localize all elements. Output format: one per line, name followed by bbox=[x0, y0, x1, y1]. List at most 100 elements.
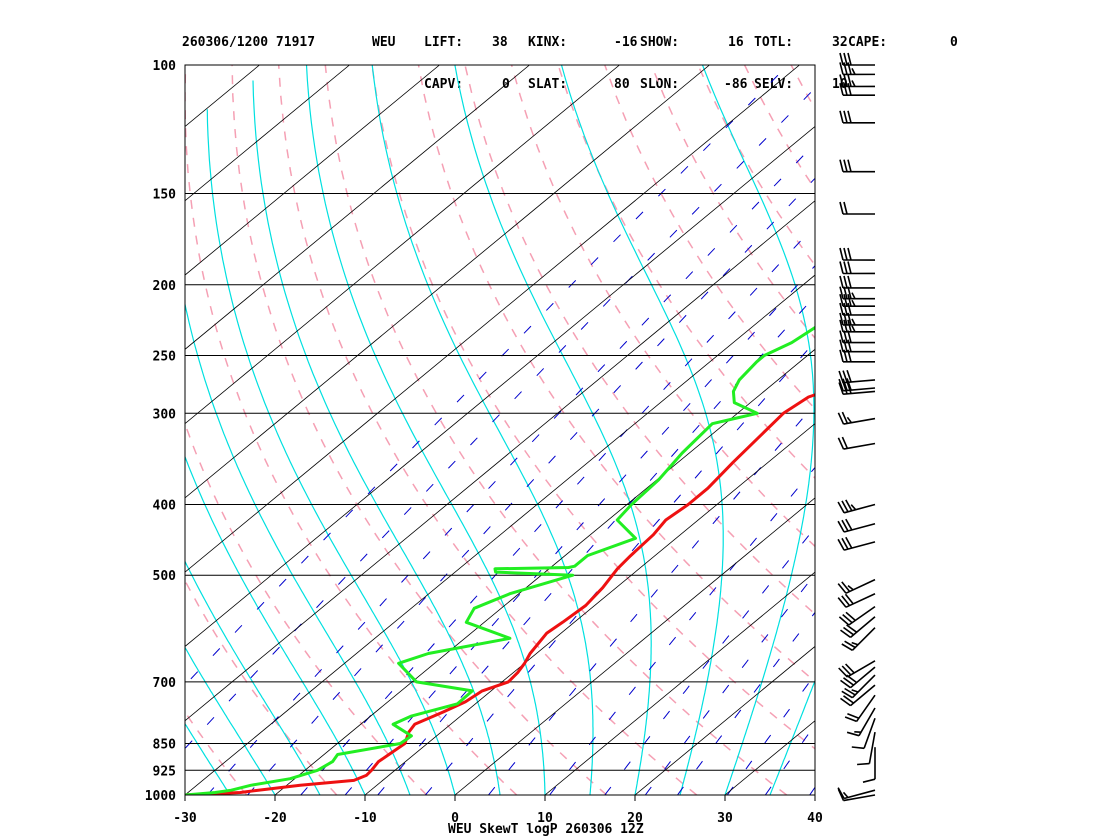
mixing-ratio-line bbox=[549, 466, 815, 795]
dry-adiabat-line bbox=[790, 65, 815, 110]
wind-barb bbox=[837, 536, 876, 551]
pressure-tick-label: 700 bbox=[153, 676, 177, 691]
wind-barb bbox=[839, 83, 876, 97]
slon-value: -86 bbox=[724, 77, 748, 92]
kinx-label: KINX: bbox=[528, 35, 568, 50]
mixing-ratio-line bbox=[726, 673, 815, 795]
wind-barb bbox=[837, 436, 876, 450]
temperature-tick-label: -30 bbox=[173, 811, 197, 826]
temperature-tick-label: -20 bbox=[263, 811, 287, 826]
dry-adiabat-line bbox=[0, 65, 67, 795]
dry-adiabat-line bbox=[510, 65, 815, 548]
isotherm-line bbox=[185, 200, 815, 722]
wind-barb bbox=[839, 349, 876, 363]
wind-barb bbox=[838, 660, 876, 678]
slat-label: SLAT: bbox=[528, 77, 568, 92]
wind-barb bbox=[841, 674, 876, 699]
mixing-ratio-line bbox=[425, 340, 815, 795]
wind-barb bbox=[837, 499, 876, 514]
pressure-axis-labels: 100 150 200 250 300 400 500 700 850 925 1000 bbox=[145, 59, 176, 804]
temperature-tick-label: 30 bbox=[717, 811, 733, 826]
pressure-tick-label: 850 bbox=[153, 737, 177, 752]
wind-barb bbox=[837, 787, 876, 800]
pressure-tick-label: 1000 bbox=[145, 789, 176, 804]
wind-barb bbox=[839, 52, 875, 66]
moist-adiabat-line bbox=[905, 65, 1120, 795]
mixing-ratio-line bbox=[677, 611, 815, 795]
mixing-ratio-line bbox=[247, 177, 815, 795]
wind-barb bbox=[837, 411, 876, 425]
sounding-header: 260306/1200 71917 WEU LIFT: 38 KINX: -16 SHOW:… bbox=[182, 8, 958, 106]
profile-lines bbox=[185, 325, 815, 795]
wind-barb bbox=[839, 201, 876, 215]
isotherm-line bbox=[634, 645, 815, 795]
wind-barb bbox=[839, 339, 876, 353]
dry-adiabat-line bbox=[185, 579, 338, 795]
totl-value: 32 bbox=[832, 35, 848, 50]
wind-barb bbox=[839, 74, 876, 88]
dry-adiabat-line bbox=[557, 65, 815, 480]
moist-adiabat-line bbox=[185, 455, 366, 795]
pressure-tick-label: 300 bbox=[153, 407, 177, 422]
station-code-text: WEU bbox=[372, 35, 396, 50]
isotherm-line bbox=[724, 720, 815, 795]
mixing-ratio-line bbox=[604, 526, 815, 795]
dry-adiabat-line bbox=[604, 65, 815, 410]
moist-adiabat-line bbox=[185, 646, 276, 795]
wind-barb bbox=[844, 694, 876, 723]
wind-barb bbox=[840, 666, 876, 689]
moist-adiabat-line bbox=[185, 560, 321, 795]
isotherm-line bbox=[454, 497, 815, 795]
slat-value: 80 bbox=[614, 77, 630, 92]
wind-barb bbox=[839, 247, 876, 261]
isotherm-line bbox=[185, 65, 710, 499]
header-row-2: CAPV: 0 SLAT: 80 SLON: -86 SELV: 10 bbox=[182, 78, 848, 92]
mixing-ratio-line bbox=[488, 403, 815, 795]
dry-adiabat-line bbox=[231, 65, 608, 795]
wind-barb bbox=[851, 717, 876, 750]
temperature-axis-labels: -30 -20 -10 0 10 20 30 40 bbox=[173, 795, 823, 826]
wind-barb bbox=[862, 747, 876, 783]
wind-barb bbox=[839, 275, 876, 289]
mixing-ratio-line bbox=[764, 724, 815, 795]
wind-barb bbox=[840, 616, 876, 639]
dry-adiabat-line bbox=[185, 421, 428, 795]
mixing-ratio-line bbox=[644, 573, 815, 795]
isotherm-line bbox=[185, 65, 800, 573]
wind-barb bbox=[838, 378, 876, 392]
cape-value: 0 bbox=[950, 35, 958, 50]
isotherm-line bbox=[185, 125, 815, 647]
isotherm-line bbox=[185, 65, 260, 128]
dry-adiabat-line bbox=[838, 65, 1120, 795]
wind-barb bbox=[839, 62, 876, 76]
dry-adiabat-line bbox=[185, 65, 518, 795]
isotherm-line bbox=[364, 423, 815, 795]
moist-adiabat-line bbox=[252, 80, 501, 795]
isotherm-line bbox=[185, 65, 350, 202]
pressure-tick-label: 100 bbox=[153, 59, 177, 74]
dry-adiabat-line bbox=[884, 65, 1120, 795]
isotherm-line bbox=[0, 65, 80, 795]
capv-label: CAPV: bbox=[424, 77, 464, 92]
wind-barb bbox=[837, 578, 876, 594]
temperature-profile-line bbox=[185, 393, 815, 795]
wind-barb bbox=[839, 286, 876, 300]
wind-barb bbox=[837, 592, 876, 608]
pressure-tick-label: 250 bbox=[153, 349, 177, 364]
plot-frame bbox=[184, 64, 816, 796]
dry-adiabat-line bbox=[185, 710, 248, 795]
wind-barb bbox=[838, 605, 876, 626]
moist-adiabat-line bbox=[185, 301, 411, 795]
wind-barb bbox=[839, 312, 876, 326]
wind-barb bbox=[837, 788, 876, 802]
cape-label: CAPE: bbox=[848, 35, 888, 50]
wind-barbs bbox=[837, 52, 876, 802]
wind-barb bbox=[839, 319, 876, 333]
isotherm-line bbox=[185, 65, 620, 425]
wind-barb bbox=[839, 294, 876, 308]
dry-adiabat-line bbox=[371, 65, 815, 750]
mixing-ratio-line bbox=[809, 786, 815, 795]
isotherm-line bbox=[544, 571, 815, 795]
wind-barb bbox=[846, 707, 876, 737]
